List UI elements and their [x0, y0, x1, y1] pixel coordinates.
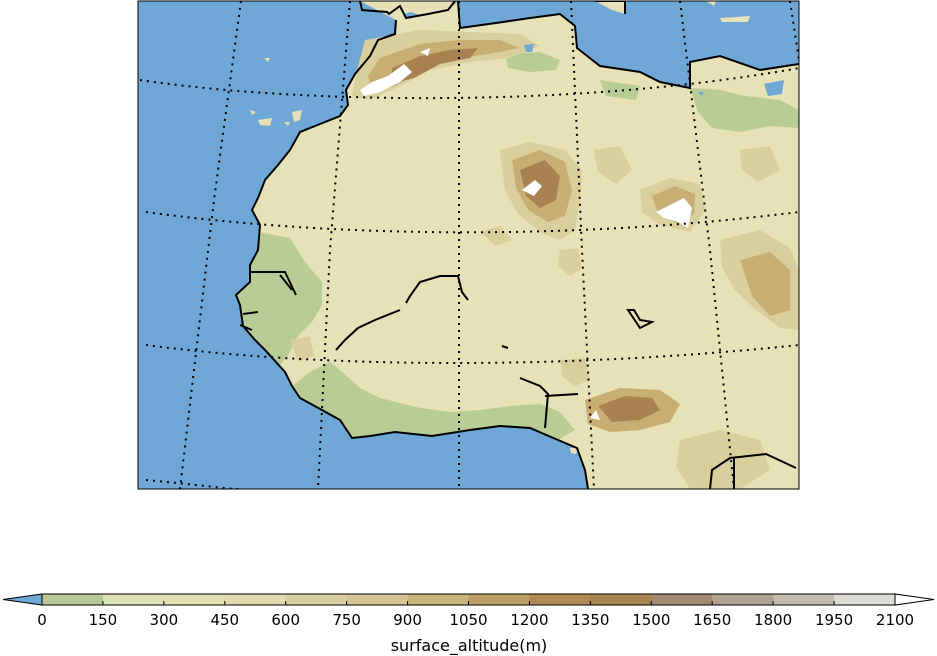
tunisia-lowland: [505, 52, 560, 72]
colorbar-segment: [834, 594, 896, 605]
colorbar-segment: [468, 594, 530, 605]
colorbar-ticks: 0 150 300 450 600 750 900 1050 1200 1350 1500 1650 1…: [37, 601, 914, 629]
colorbar-tick-label: 600: [271, 611, 300, 629]
country-borders: [239, 271, 797, 489]
elevation-contours: [290, 30, 799, 489]
italy-land: [595, 1, 625, 14]
map-panel: [138, 1, 799, 489]
colorbar-tick-label: 750: [332, 611, 361, 629]
coastal-lowland: [292, 362, 575, 440]
greece-land: [706, 1, 716, 6]
crete-island: [720, 16, 750, 22]
gulf-lowland: [600, 80, 640, 100]
colorbar-segment: [712, 594, 774, 605]
lake-icon: [698, 92, 704, 96]
coastline: [234, 1, 799, 489]
libya-lowland: [690, 88, 799, 132]
colorbar-segment: [42, 594, 104, 605]
colorbar-tick-label: 1500: [632, 611, 670, 629]
colorbar-tick-label: 0: [37, 611, 47, 629]
coastline: [595, 1, 626, 14]
colorbar: 0 150 300 450 600 750 900 1050 1200 1350 1500 1650 1…: [2, 593, 935, 656]
graticule: [139, 1, 799, 489]
colorbar-tick-label: 1200: [510, 611, 548, 629]
colorbar-segment: [529, 594, 591, 605]
colorbar-label: surface_altitude(m): [391, 636, 548, 656]
colorbar-segment: [102, 594, 165, 605]
colorbar-tick-label: 150: [89, 611, 118, 629]
bioko-island: [570, 448, 578, 454]
colorbar-tick-label: 1350: [571, 611, 609, 629]
colorbar-segment: [346, 594, 409, 605]
canary-islands: [250, 110, 302, 126]
colorbar-tick-label: 300: [150, 611, 179, 629]
senegal-lowland: [236, 232, 322, 365]
colorbar-tick-label: 1050: [449, 611, 487, 629]
lake-icon: [764, 80, 784, 96]
colorbar-segment: [285, 594, 348, 605]
colorbar-over-arrow: [894, 593, 935, 606]
colorbar-under-arrow: [2, 593, 43, 606]
colorbar-tick-label: 450: [210, 611, 239, 629]
colorbar-segment: [163, 594, 226, 605]
colorbar-tick-label: 1800: [754, 611, 792, 629]
colorbar-segment: [590, 594, 652, 605]
colorbar-segment: [224, 594, 287, 605]
colorbar-segment: [773, 594, 835, 605]
lake-icon: [524, 44, 534, 52]
colorbar-segments: [42, 594, 896, 605]
colorbar-tick-label: 900: [393, 611, 422, 629]
colorbar-segment: [407, 594, 469, 605]
colorbar-segment: [651, 594, 713, 605]
colorbar-tick-label: 1950: [815, 611, 853, 629]
colorbar-tick-label: 2100: [876, 611, 914, 629]
colorbar-tick-label: 1650: [693, 611, 731, 629]
africa-landmass: [236, 1, 799, 489]
madeira-island: [264, 58, 270, 62]
map-frame: [137, 0, 800, 490]
